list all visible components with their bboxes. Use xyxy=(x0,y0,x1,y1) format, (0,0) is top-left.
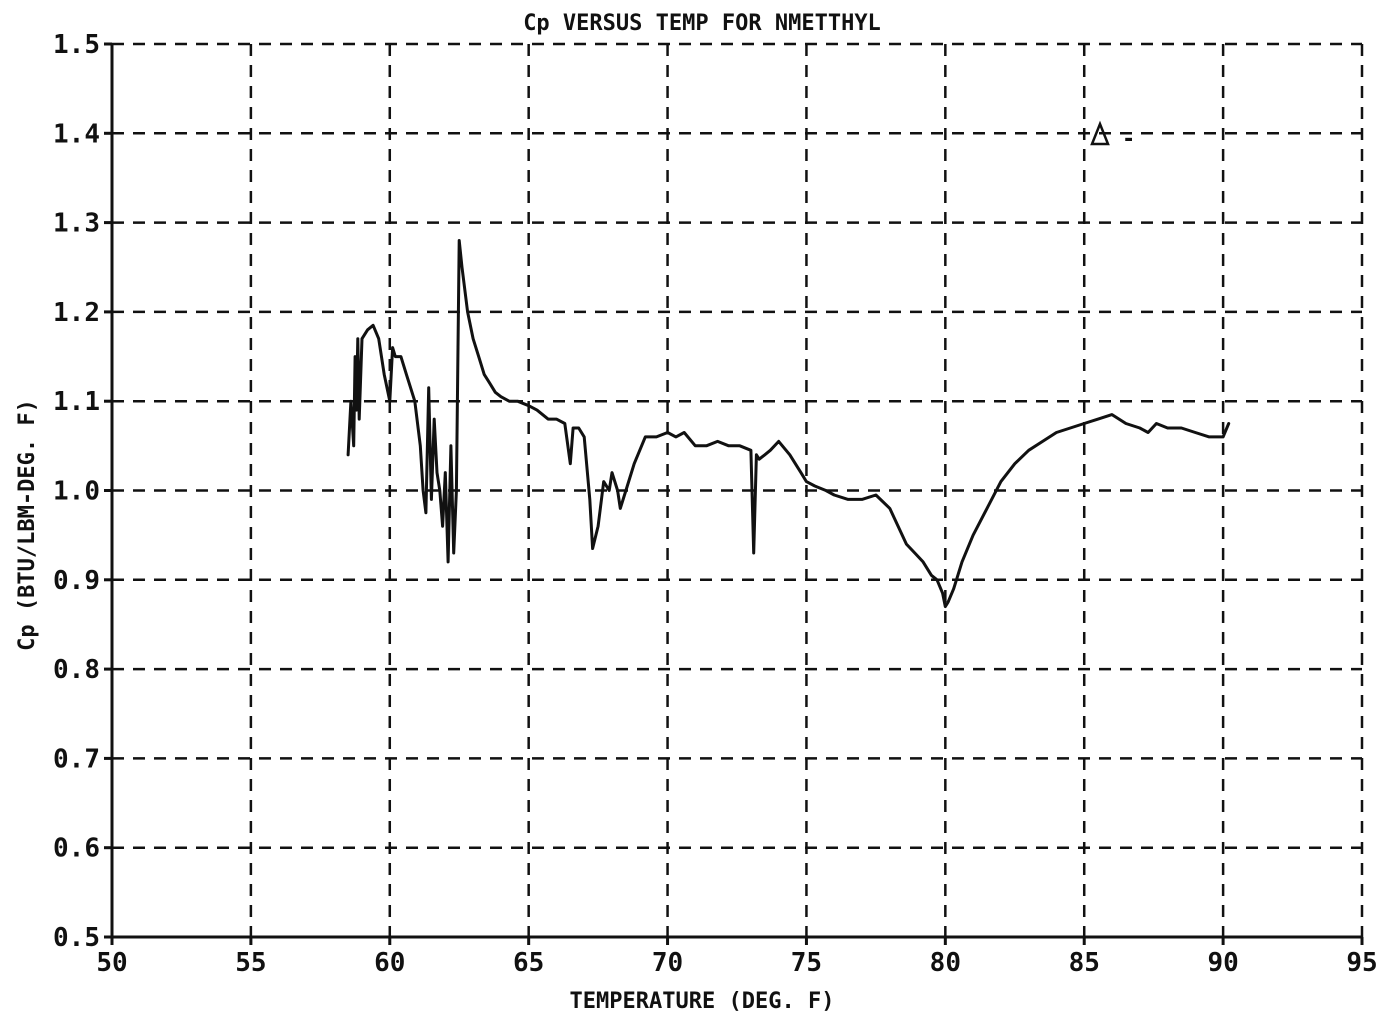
y-tick-label: 0.7 xyxy=(53,744,100,774)
x-tick-label: 50 xyxy=(96,948,127,978)
x-tick-label: 70 xyxy=(652,948,683,978)
y-tick-label: 0.8 xyxy=(53,655,100,685)
y-axis-label: Cp (BTU/LBM-DEG. F) xyxy=(15,399,40,651)
y-tick-label: 0.9 xyxy=(53,566,100,596)
x-tick-label: 55 xyxy=(235,948,266,978)
legend: - xyxy=(1090,120,1135,152)
y-tick-label: 1.3 xyxy=(53,209,100,239)
chart-title: Cp VERSUS TEMP FOR NMETTHYL xyxy=(523,11,881,36)
x-axis-label: TEMPERATURE (DEG. F) xyxy=(570,989,835,1014)
axes-layer xyxy=(104,42,1364,945)
x-tick-label: 90 xyxy=(1207,948,1238,978)
y-tick-label: 0.6 xyxy=(53,834,100,864)
y-tick-label: 1.1 xyxy=(53,387,100,417)
grid-layer xyxy=(110,42,1364,939)
y-tick-label: 1.0 xyxy=(53,477,100,507)
x-tick-label: 65 xyxy=(513,948,544,978)
series-line-0 xyxy=(346,239,1231,609)
x-tick-label: 95 xyxy=(1346,948,1377,978)
x-tick-label: 75 xyxy=(791,948,822,978)
legend-text: - xyxy=(1122,127,1135,152)
y-tick-label: 1.2 xyxy=(53,298,100,328)
series-layer xyxy=(346,239,1231,609)
x-tick-label: 80 xyxy=(930,948,961,978)
y-tick-label: 1.4 xyxy=(53,119,100,149)
x-tick-label: 60 xyxy=(374,948,405,978)
x-tick-label: 85 xyxy=(1069,948,1100,978)
y-tick-label: 0.5 xyxy=(53,923,100,953)
y-tick-label: 1.5 xyxy=(53,30,100,60)
legend-marker-triangle-icon xyxy=(1090,120,1110,146)
tick-labels-layer: 50 55 60 65 70 75 80 85 90 95 0.5 0.6 0.7 0.8 0.9 1.0 1.… xyxy=(53,30,1378,978)
